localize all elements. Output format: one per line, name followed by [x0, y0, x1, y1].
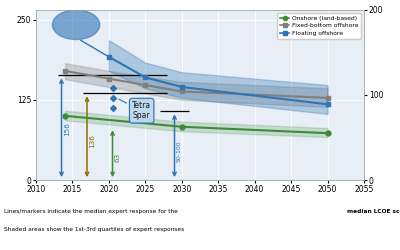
- Floating offshore: [143, 76, 148, 79]
- Onshore (land-based): [325, 132, 330, 135]
- Text: Shaded areas show the 1st-3rd quartiles of expert responses: Shaded areas show the 1st-3rd quartiles …: [4, 228, 184, 232]
- Legend: Onshore (land-based), Fixed-bottom offshore, Floating offshore: Onshore (land-based), Fixed-bottom offsh…: [277, 13, 361, 39]
- Floating offshore: [106, 55, 111, 58]
- Text: median LCOE scenario: median LCOE scenario: [347, 209, 400, 214]
- Ellipse shape: [52, 10, 100, 40]
- Line: Onshore (land-based): Onshore (land-based): [63, 114, 330, 136]
- Onshore (land-based): [63, 114, 68, 117]
- Text: Tetra
Spar: Tetra Spar: [119, 99, 151, 120]
- Onshore (land-based): [179, 125, 184, 128]
- Line: Fixed-bottom offshore: Fixed-bottom offshore: [63, 68, 330, 100]
- Text: 50-100: 50-100: [177, 140, 182, 162]
- Line: Floating offshore: Floating offshore: [106, 54, 330, 107]
- Fixed-bottom offshore: [106, 77, 111, 80]
- Text: 63: 63: [115, 153, 121, 162]
- Fixed-bottom offshore: [63, 70, 68, 72]
- Text: 136: 136: [89, 134, 95, 148]
- Fixed-bottom offshore: [325, 96, 330, 100]
- Text: 156: 156: [64, 122, 70, 136]
- Fixed-bottom offshore: [179, 90, 184, 93]
- Floating offshore: [325, 103, 330, 106]
- Fixed-bottom offshore: [143, 84, 148, 86]
- Text: Lines/markers indicate the median expert response for the: Lines/markers indicate the median expert…: [4, 209, 180, 214]
- Floating offshore: [179, 86, 184, 88]
